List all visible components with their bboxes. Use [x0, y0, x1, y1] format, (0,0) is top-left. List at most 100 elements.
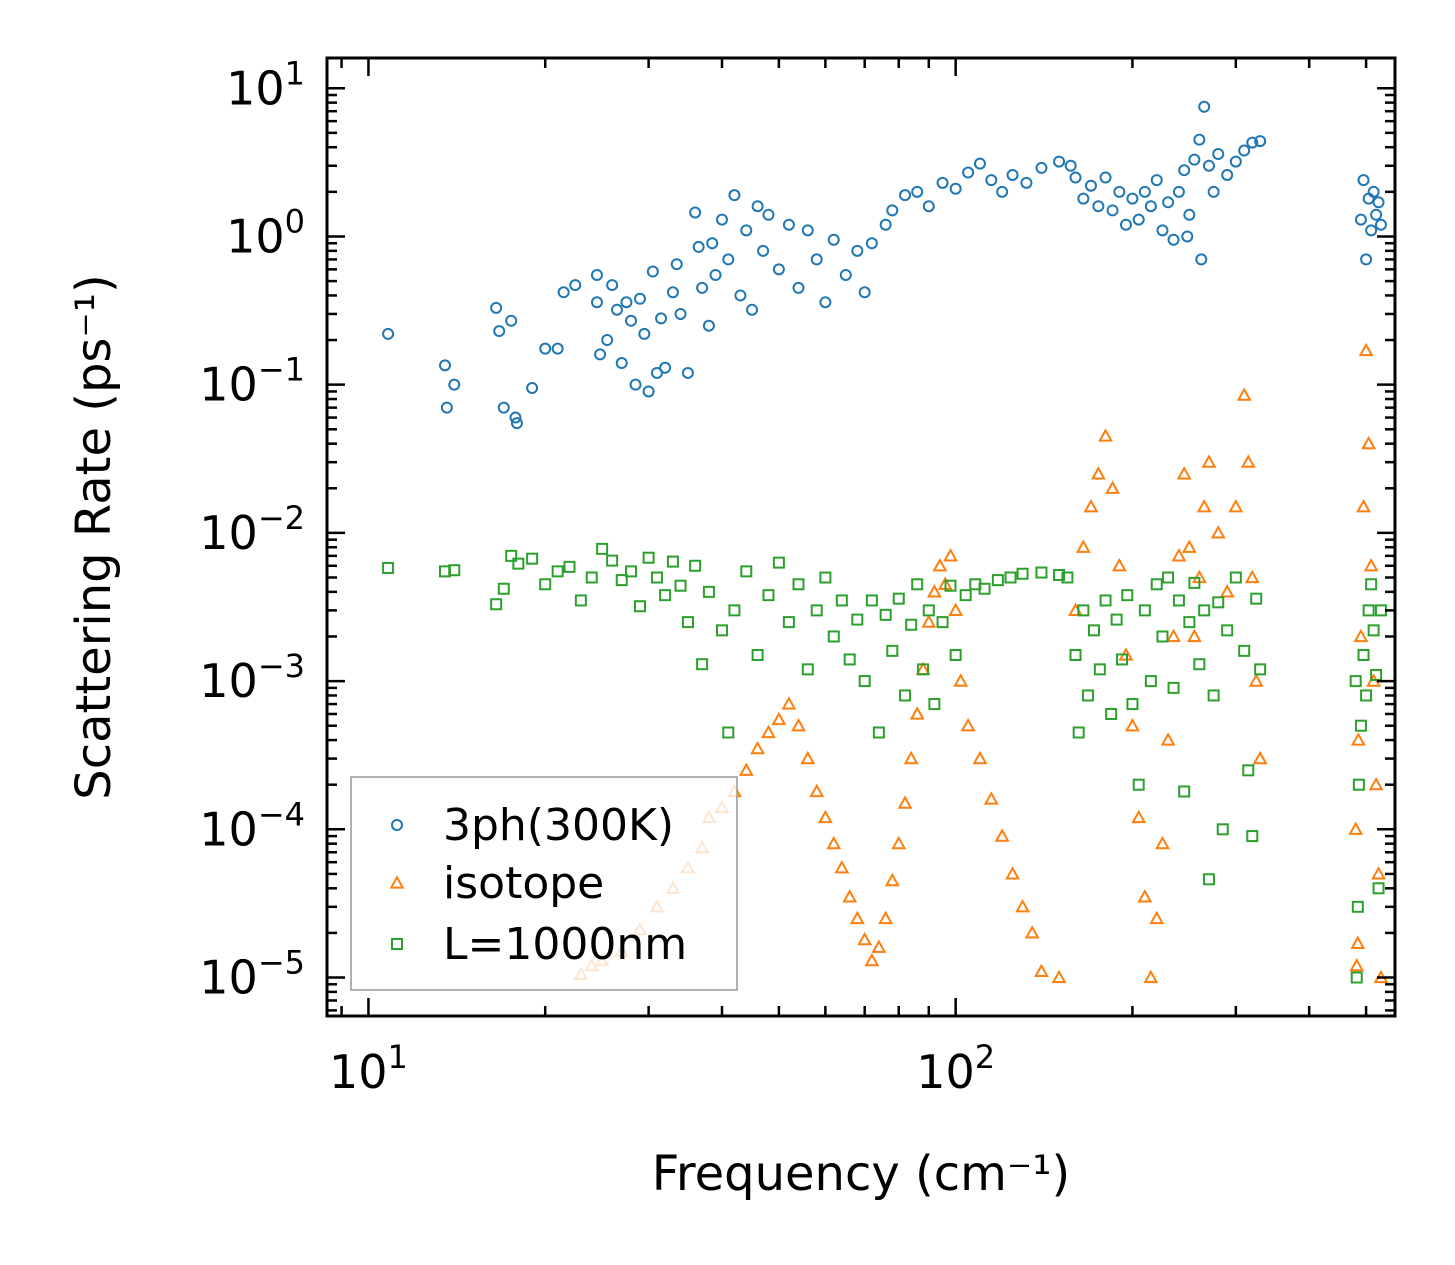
data-point-triangle — [1228, 498, 1244, 513]
legend: 3ph(300K) isotope L=1000nm — [350, 776, 738, 991]
data-point-circle — [655, 312, 668, 325]
data-point-square — [905, 618, 918, 631]
data-point-triangle — [1350, 732, 1366, 746]
data-point-triangle — [842, 889, 858, 903]
data-point-square — [1087, 624, 1100, 637]
data-point-square — [1138, 604, 1151, 617]
data-point-square — [1178, 785, 1191, 798]
data-point-square — [991, 574, 1004, 587]
data-point-circle — [569, 279, 582, 292]
data-point-circle — [497, 401, 510, 414]
data-point-circle — [702, 319, 715, 332]
data-point-circle — [1374, 218, 1387, 231]
data-point-square — [1365, 578, 1378, 591]
data-point-circle — [625, 314, 638, 327]
data-point-circle — [865, 237, 878, 250]
data-point-square — [1357, 648, 1370, 661]
data-point-circle — [728, 189, 741, 202]
data-point-triangle — [1160, 732, 1176, 746]
data-point-square — [1081, 689, 1094, 702]
data-point-square — [1132, 778, 1145, 791]
data-point-circle — [962, 166, 975, 179]
data-point-square — [681, 616, 694, 629]
data-point-triangle — [738, 762, 754, 776]
data-point-triangle — [1171, 548, 1187, 562]
data-point-square — [1216, 823, 1229, 836]
data-point-circle — [827, 233, 840, 246]
data-point-circle — [629, 378, 642, 391]
data-point-circle — [539, 342, 552, 355]
data-point-circle — [438, 359, 451, 372]
data-point-circle — [819, 296, 832, 309]
data-point-square — [843, 653, 856, 666]
data-point-circle — [985, 174, 998, 187]
data-point-circle — [1167, 233, 1180, 246]
data-point-square — [382, 561, 395, 574]
data-point-circle — [1106, 204, 1119, 217]
data-point-circle — [772, 263, 785, 276]
data-point-square — [666, 555, 679, 568]
data-point-circle — [590, 296, 603, 309]
data-point-circle — [526, 381, 539, 394]
data-point-triangle — [864, 952, 880, 967]
data-point-square — [574, 594, 587, 607]
data-point-circle — [858, 286, 871, 299]
data-point-square — [659, 589, 672, 602]
data-point-triangle — [932, 557, 948, 572]
data-point-circle — [493, 325, 506, 338]
data-point-circle — [1138, 185, 1151, 198]
data-point-square — [1150, 578, 1163, 591]
data-point-circle — [810, 253, 823, 266]
data-point-square — [1126, 698, 1139, 711]
data-point-triangle — [953, 673, 969, 687]
data-point-square — [1121, 589, 1134, 602]
data-point-circle — [1207, 185, 1220, 198]
data-point-circle — [666, 286, 679, 299]
data-point-square — [911, 578, 924, 591]
data-point-triangle — [849, 910, 865, 925]
data-point-circle — [590, 268, 603, 281]
data-point-square — [978, 582, 991, 595]
data-point-circle — [762, 208, 775, 221]
data-point-square — [1250, 592, 1263, 605]
x-axis-tick-labels: 101 102 — [329, 1038, 995, 1099]
data-point-triangle — [1111, 557, 1127, 572]
y-tick-label: 10−4 — [199, 795, 305, 856]
data-point-square — [497, 582, 510, 595]
data-point-circle — [642, 385, 655, 398]
data-point-circle — [922, 200, 935, 213]
data-point-square — [1370, 668, 1383, 681]
data-point-square — [886, 644, 899, 657]
data-point-circle — [949, 182, 962, 195]
data-point-triangle — [761, 724, 776, 739]
data-point-square — [1035, 566, 1048, 579]
data-point-triangle — [943, 548, 958, 562]
data-point-circle — [1162, 196, 1175, 209]
data-point-circle — [751, 200, 764, 213]
data-point-triangle — [781, 696, 797, 710]
legend-label: L=1000nm — [443, 919, 687, 970]
data-point-square — [1354, 719, 1367, 732]
data-point-triangle — [1181, 539, 1197, 553]
data-point-circle — [440, 401, 453, 414]
data-point-square — [899, 689, 912, 702]
data-point-square — [1156, 630, 1169, 643]
data-point-triangle — [1090, 466, 1106, 480]
data-point-circle — [734, 289, 747, 302]
data-point-square — [858, 675, 871, 688]
data-point-triangle — [1349, 957, 1365, 972]
data-point-triangle — [948, 602, 964, 616]
data-point-square — [801, 663, 814, 676]
data-point-square — [1360, 689, 1373, 702]
data-point-square — [1202, 873, 1215, 886]
data-point-triangle — [1015, 898, 1031, 913]
data-point-triangle — [1166, 628, 1182, 643]
data-point-square — [633, 600, 646, 613]
data-point-circle — [1238, 144, 1251, 157]
data-point-circle — [1367, 185, 1380, 198]
data-point-triangle — [1219, 584, 1235, 598]
data-point-square — [1077, 604, 1090, 617]
data-point-square — [674, 579, 687, 592]
data-point-triangle — [909, 706, 925, 720]
data-point-circle — [1172, 185, 1185, 198]
